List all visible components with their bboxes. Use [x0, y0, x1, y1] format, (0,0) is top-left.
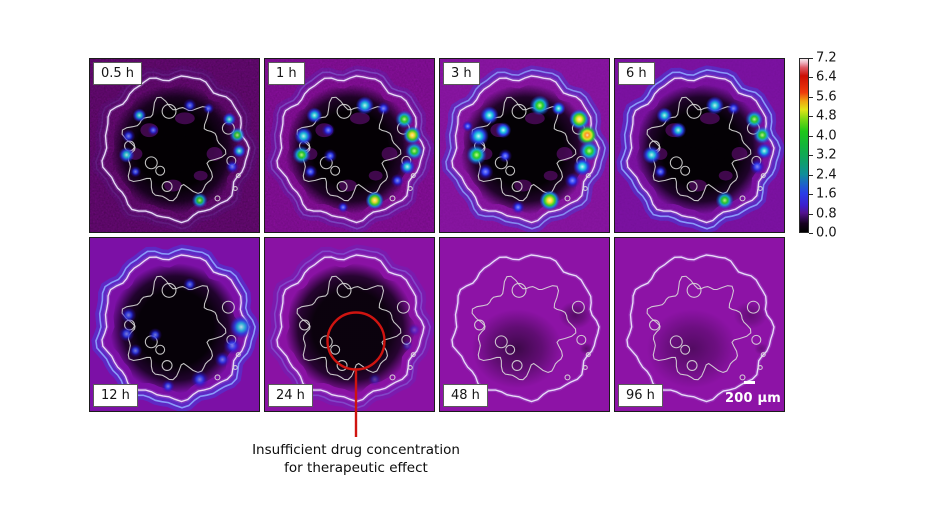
colorbar-tick-mark — [809, 155, 813, 157]
colorbar-tick-mark — [809, 213, 813, 215]
scale-bar-line — [744, 381, 755, 384]
time-label: 96 h — [618, 384, 663, 407]
scale-bar: 200 μm — [725, 381, 781, 406]
time-label: 48 h — [443, 384, 488, 407]
colorbar-tick-label: 0.8 — [816, 206, 837, 222]
panel-12h: 12 h — [89, 237, 260, 412]
time-label: 24 h — [268, 384, 313, 407]
time-label: 3 h — [443, 62, 480, 85]
colorbar-tick-label: 3.2 — [816, 147, 837, 163]
heatmap-image — [615, 59, 784, 232]
panel-48h: 48 h — [439, 237, 610, 412]
colorbar-tick-mark — [809, 233, 813, 234]
panel-3h: 3 h — [439, 58, 610, 233]
panel-0.5h: 0.5 h — [89, 58, 260, 233]
colorbar-tick-mark — [809, 194, 813, 196]
heatmap-image — [615, 238, 784, 411]
colorbar: 7.2 6.4 5.6 4.8 4.0 3.2 2.4 1.6 0.8 0.0 — [799, 51, 837, 241]
colorbar-tick-label: 4.0 — [816, 128, 837, 144]
colorbar-tick-mark — [809, 77, 813, 79]
scale-bar-label: 200 μm — [725, 391, 781, 406]
time-label: 1 h — [268, 62, 305, 85]
panel-1h: 1 h — [264, 58, 435, 233]
heatmap-image — [90, 238, 259, 411]
time-label: 6 h — [618, 62, 655, 85]
colorbar-tick-label: 6.4 — [816, 69, 837, 85]
annotation-caption-line2: for therapeutic effect — [284, 460, 428, 476]
colorbar-tick-mark — [809, 58, 813, 59]
time-label: 12 h — [93, 384, 138, 407]
panel-6h: 6 h — [614, 58, 785, 233]
colorbar-tick-label: 2.4 — [816, 167, 837, 183]
colorbar-tick-mark — [809, 174, 813, 176]
time-label: 0.5 h — [93, 62, 143, 85]
heatmap-image — [440, 59, 609, 232]
colorbar-tick-mark — [809, 135, 813, 137]
panel-96h: 96 h 200 μm — [614, 237, 785, 412]
annotation-caption-line1: Insufficient drug concentration — [252, 442, 460, 458]
heatmap-image — [90, 59, 259, 232]
heatmap-image — [265, 59, 434, 232]
colorbar-tick-label: 5.6 — [816, 89, 837, 105]
colorbar-tick-mark — [809, 116, 813, 118]
colorbar-gradient — [799, 58, 809, 233]
heatmap-image — [440, 238, 609, 411]
colorbar-tick-label: 4.8 — [816, 108, 837, 124]
colorbar-tick-label: 0.0 — [816, 225, 837, 241]
panel-24h: 24 h — [264, 237, 435, 412]
colorbar-tick-label: 1.6 — [816, 186, 837, 202]
annotation-caption: Insufficient drug concentration for ther… — [206, 441, 506, 477]
colorbar-tick-mark — [809, 96, 813, 98]
colorbar-tick-label: 7.2 — [816, 50, 837, 66]
